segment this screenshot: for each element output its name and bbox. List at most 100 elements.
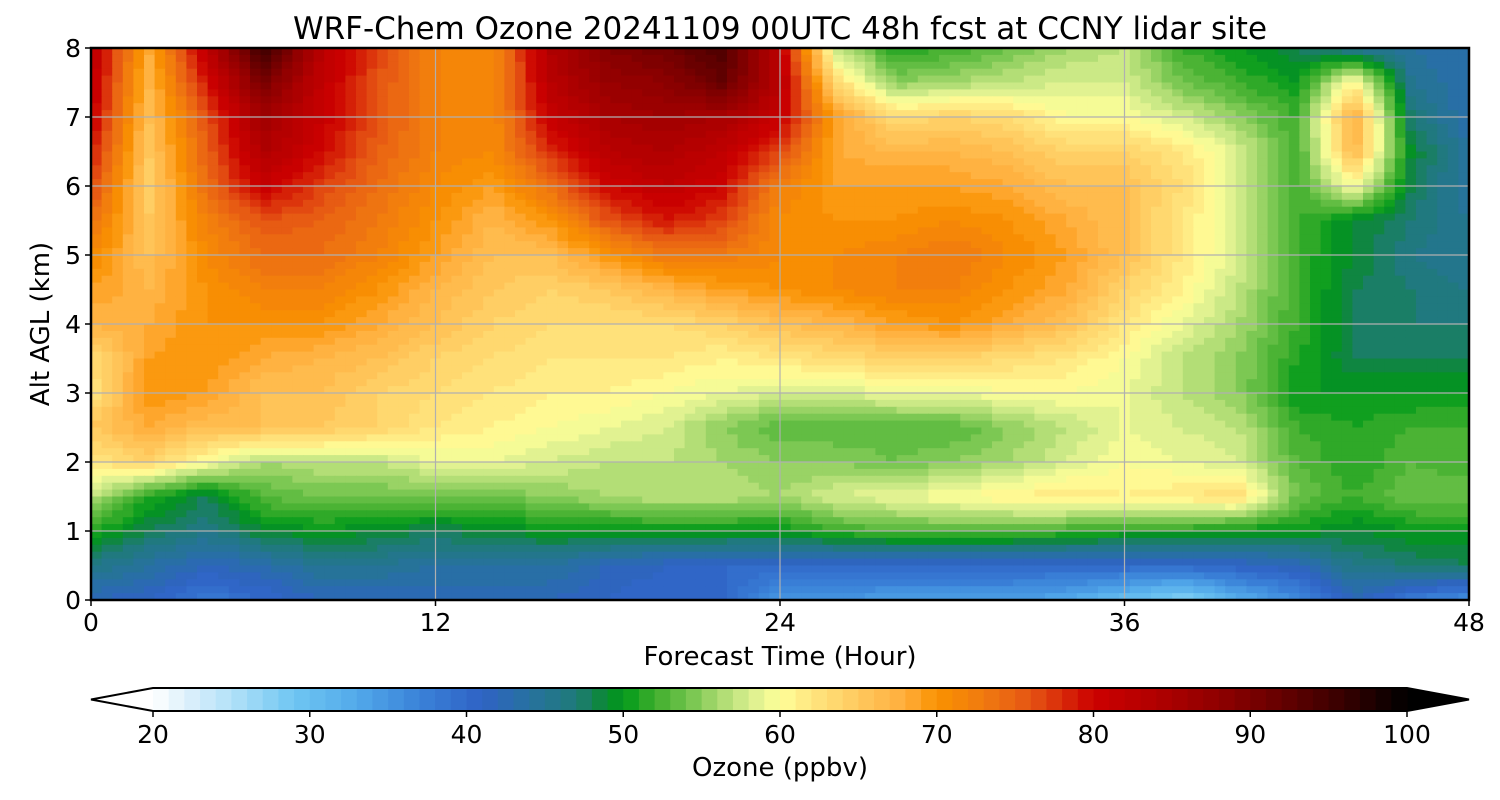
heatmap-cell — [281, 75, 293, 84]
heatmap-cell — [663, 137, 675, 146]
heatmap-cell — [101, 268, 113, 277]
heatmap-cell — [186, 289, 198, 297]
heatmap-cell — [1320, 186, 1332, 194]
heatmap-cell — [281, 137, 293, 146]
heatmap-cell — [981, 289, 993, 297]
heatmap-cell — [419, 234, 431, 242]
heatmap-cell — [981, 261, 993, 270]
heatmap-cell — [409, 172, 421, 180]
heatmap-cell — [705, 282, 717, 291]
heatmap-cell — [1214, 261, 1226, 270]
heatmap-cell — [599, 289, 611, 297]
heatmap-cell — [1299, 158, 1311, 166]
heatmap-cell — [1310, 103, 1322, 111]
heatmap-cell — [1384, 220, 1396, 228]
heatmap-cell — [1373, 179, 1385, 187]
heatmap-cell — [91, 227, 103, 235]
heatmap-cell — [1140, 275, 1152, 284]
heatmap-cell — [822, 275, 834, 284]
heatmap-cell — [144, 220, 156, 228]
heatmap-cell — [568, 275, 580, 284]
heatmap-cell — [228, 248, 240, 256]
heatmap-cell — [568, 310, 580, 318]
heatmap-cell — [1405, 179, 1417, 187]
heatmap-cell — [960, 48, 972, 56]
heatmap-cell — [1257, 255, 1269, 263]
heatmap-cell — [621, 103, 633, 111]
heatmap-cell — [1193, 206, 1205, 215]
heatmap-cell — [377, 220, 389, 228]
heatmap-cell — [1458, 268, 1470, 277]
heatmap-cell — [366, 234, 378, 242]
heatmap-cell — [992, 123, 1004, 132]
heatmap-cell — [790, 68, 802, 77]
heatmap-cell — [663, 199, 675, 208]
heatmap-cell — [960, 54, 972, 63]
heatmap-cell — [896, 213, 908, 222]
heatmap-cell — [886, 123, 898, 132]
heatmap-cell — [716, 123, 728, 132]
heatmap-cell — [589, 48, 601, 56]
heatmap-cell — [313, 172, 325, 180]
heatmap-cell — [642, 282, 654, 291]
heatmap-cell — [1214, 103, 1226, 111]
heatmap-cell — [1373, 192, 1385, 201]
heatmap-cell — [727, 241, 739, 249]
heatmap-cell — [1172, 192, 1184, 201]
heatmap-cell — [1140, 234, 1152, 242]
heatmap-cell — [1002, 130, 1014, 139]
heatmap-cell — [1129, 61, 1141, 70]
heatmap-cell — [1002, 158, 1014, 166]
heatmap-cell — [1087, 117, 1099, 125]
heatmap-cell — [1204, 303, 1216, 311]
heatmap-cell — [218, 137, 230, 146]
heatmap-cell — [472, 275, 484, 284]
heatmap-cell — [1416, 137, 1428, 146]
heatmap-cell — [1204, 172, 1216, 180]
heatmap-cell — [801, 248, 813, 256]
heatmap-cell — [154, 227, 166, 235]
heatmap-cell — [970, 303, 982, 311]
heatmap-cell — [324, 234, 336, 242]
heatmap-cell — [727, 179, 739, 187]
heatmap-cell — [1045, 282, 1057, 291]
heatmap-cell — [568, 206, 580, 215]
heatmap-cell — [440, 165, 452, 173]
heatmap-cell — [1225, 289, 1237, 297]
heatmap-cell — [1204, 282, 1216, 291]
heatmap-cell — [896, 303, 908, 311]
heatmap-cell — [1023, 96, 1035, 104]
heatmap-cell — [769, 220, 781, 228]
heatmap-cell — [1310, 213, 1322, 222]
heatmap-cell — [578, 261, 590, 270]
heatmap-cell — [642, 296, 654, 304]
heatmap-cell — [366, 275, 378, 284]
heatmap-cell — [250, 241, 262, 249]
heatmap-cell — [122, 186, 134, 194]
heatmap-cell — [1140, 206, 1152, 215]
heatmap-cell — [599, 199, 611, 208]
heatmap-cell — [1225, 213, 1237, 222]
heatmap-cell — [207, 158, 219, 166]
heatmap-cell — [758, 213, 770, 222]
heatmap-cell — [1055, 48, 1067, 56]
heatmap-cell — [1214, 158, 1226, 166]
heatmap-cell — [864, 268, 876, 277]
heatmap-cell — [1225, 172, 1237, 180]
heatmap-cell — [387, 165, 399, 173]
heatmap-cell — [440, 261, 452, 270]
heatmap-cell — [1108, 54, 1120, 63]
heatmap-cell — [292, 137, 304, 146]
heatmap-cell — [472, 75, 484, 84]
heatmap-cell — [1225, 82, 1237, 90]
heatmap-cell — [377, 289, 389, 297]
heatmap-cell — [356, 172, 368, 180]
heatmap-cell — [811, 241, 823, 249]
heatmap-cell — [1108, 103, 1120, 111]
heatmap-cell — [568, 282, 580, 291]
heatmap-cell — [642, 275, 654, 284]
heatmap-cell — [525, 48, 537, 56]
heatmap-cell — [737, 172, 749, 180]
heatmap-cell — [801, 68, 813, 77]
heatmap-cell — [949, 110, 961, 118]
